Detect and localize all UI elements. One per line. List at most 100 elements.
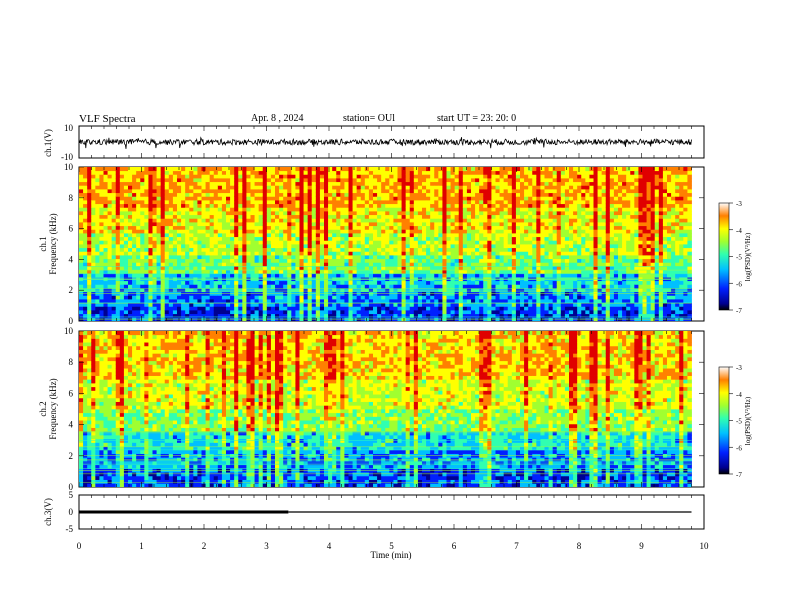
spectrogram-cell	[254, 207, 260, 212]
spectrogram-cell	[393, 178, 398, 183]
spectrogram-cell	[356, 302, 362, 307]
spectrogram-cell	[123, 313, 129, 318]
spectrogram-cell	[221, 284, 227, 289]
spectrogram-cell	[340, 192, 345, 197]
spectrogram-cell	[103, 225, 108, 230]
spectrogram-cell	[532, 181, 537, 186]
spectrogram-cell	[409, 233, 415, 238]
spectrogram-cell	[99, 178, 104, 183]
spectrogram-cell	[434, 266, 439, 271]
spectrogram-cell	[95, 225, 100, 230]
spectrogram-cell	[462, 288, 468, 293]
spectrogram-cell	[348, 192, 353, 197]
spectrogram-cell	[197, 236, 202, 241]
spectrogram-cell	[328, 211, 333, 216]
spectrogram-cell	[471, 262, 476, 267]
spectrogram-cell	[258, 310, 264, 315]
spectrogram-cell	[144, 192, 149, 197]
spectrogram-cell	[262, 295, 268, 300]
spectrogram-cell	[328, 313, 333, 318]
spectrogram-cell	[450, 222, 456, 227]
spectrogram-cell	[79, 211, 84, 216]
spectrogram-cell	[324, 229, 329, 234]
spectrogram-cell	[397, 203, 402, 208]
spectrogram-cell	[385, 269, 390, 274]
spectrogram-cell	[315, 273, 321, 278]
spectrogram-cell	[324, 192, 329, 197]
spectrogram-cell	[544, 207, 549, 212]
spectrogram-cell	[520, 189, 525, 194]
spectrogram-cell	[364, 251, 370, 256]
spectrogram-cell	[507, 258, 513, 263]
spectrogram-cell	[344, 244, 349, 249]
spectrogram-cell	[417, 288, 423, 293]
spectrogram-cell	[446, 310, 451, 315]
spectrogram-cell	[540, 181, 545, 186]
spectrogram-cell	[536, 196, 541, 201]
spectrogram-cell	[172, 310, 178, 315]
spectrogram-cell	[499, 302, 505, 307]
spectrogram-cell	[132, 306, 137, 311]
spectrogram-cell	[213, 258, 219, 263]
spectrogram-cell	[356, 200, 362, 205]
spectrogram-cell	[197, 302, 202, 307]
spectrogram-cell	[373, 277, 378, 282]
spectrogram-cell	[556, 189, 562, 194]
spectrogram-cell	[548, 225, 554, 230]
spectrogram-cell	[540, 244, 545, 249]
spectrogram-cell	[83, 244, 88, 249]
spectrogram-cell	[430, 185, 435, 190]
spectrogram-cell	[311, 174, 317, 179]
spectrogram-cell	[246, 214, 251, 219]
spectrogram-cell	[409, 295, 415, 300]
spectrogram-cell	[213, 251, 219, 256]
spectrogram-cell	[520, 266, 525, 271]
spectrogram-cell	[336, 203, 341, 208]
spectrogram-cell	[536, 189, 541, 194]
spectrogram-cell	[381, 269, 386, 274]
spectrogram-cell	[495, 185, 500, 190]
spectrogram-cell	[262, 185, 268, 190]
spectrogram-cell	[152, 200, 157, 205]
spectrogram-cell	[172, 178, 178, 183]
spectrogram-cell	[507, 302, 513, 307]
spectrogram-cell	[226, 258, 231, 263]
spectrogram-cell	[544, 269, 549, 274]
spectrogram-cell	[397, 266, 402, 271]
spectrogram-cell	[397, 255, 402, 260]
spectrogram-cell	[83, 277, 88, 282]
spectrogram-cell	[156, 291, 162, 296]
spectrogram-cell	[548, 203, 554, 208]
spectrogram-cell	[250, 247, 255, 252]
spectrogram-cell	[381, 196, 386, 201]
spectrogram-cell	[524, 284, 529, 289]
spectrogram-cell	[299, 185, 304, 190]
spectrogram-cell	[128, 229, 133, 234]
spectrogram-cell	[528, 225, 533, 230]
spectrogram-cell	[283, 178, 288, 183]
spectrogram-cell	[442, 218, 447, 223]
spectrogram-cell	[507, 313, 513, 318]
spectrogram-cell	[458, 196, 464, 201]
spectrogram-cell	[270, 273, 276, 278]
spectrogram-cell	[262, 174, 268, 179]
spectrogram-cell	[132, 244, 137, 249]
spectrogram-cell	[389, 218, 394, 223]
spectrogram-cell	[413, 236, 419, 241]
spectrogram-cell	[197, 244, 202, 249]
spectrogram-cell	[103, 229, 108, 234]
spectrogram-cell	[262, 302, 268, 307]
spectrogram-cell	[536, 310, 541, 315]
spectrogram-cell	[95, 189, 100, 194]
spectrogram-cell	[520, 244, 525, 249]
spectrogram-cell	[205, 273, 211, 278]
spectrogram-cell	[160, 313, 166, 318]
spectrogram-cell	[181, 196, 186, 201]
spectrogram-cell	[364, 280, 370, 285]
spectrogram-cell	[136, 192, 141, 197]
spectrogram-cell	[152, 244, 157, 249]
spectrogram-cell	[123, 189, 129, 194]
spectrogram-cell	[201, 255, 206, 260]
spectrogram-cell	[266, 288, 272, 293]
spectrogram-cell	[258, 170, 264, 175]
